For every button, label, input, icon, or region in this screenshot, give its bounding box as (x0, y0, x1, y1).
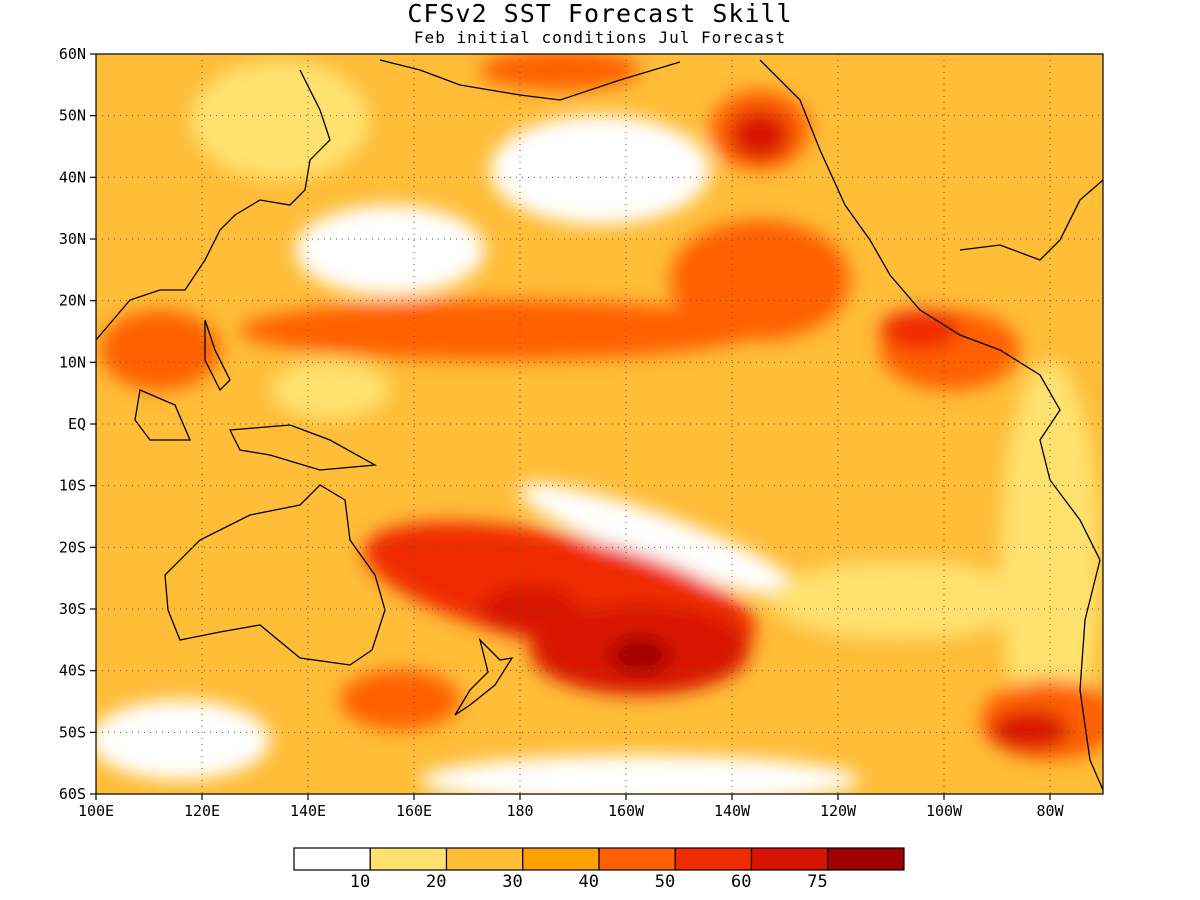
lat-tick-label: 10N (59, 353, 86, 371)
colorbar-swatch (445, 847, 524, 871)
chart-subtitle: Feb initial conditions Jul Forecast (413, 28, 787, 47)
lat-tick-label: 20N (59, 292, 86, 310)
colorbar-label: 40 (579, 872, 599, 892)
lon-tick-label: 160W (608, 802, 645, 820)
lat-tick-label: 30N (59, 230, 86, 248)
colorbar-label: 10 (350, 872, 370, 892)
lon-tick-label: 140W (714, 802, 751, 820)
latitude-axis: 60N 50N 40N 30N 20N 10N EQ 10S 20S 30S 40S 50S 60S (59, 45, 96, 803)
lon-tick-label: 120E (184, 802, 220, 820)
colorbar-swatch (598, 847, 676, 871)
colorbar-swatch (827, 847, 905, 871)
lat-tick-label: 60N (59, 45, 86, 63)
lat-tick-label: 40S (59, 662, 86, 680)
colorbar-label: 50 (655, 872, 675, 892)
colorbar-label: 60 (731, 872, 751, 892)
longitude-axis: 100E 120E 140E 160E 180 160W 140W 120W 100W 80W (78, 794, 1065, 820)
lat-tick-label: 60S (59, 785, 86, 803)
lat-tick-label: 10S (59, 477, 86, 495)
lat-tick-label: 50S (59, 723, 86, 741)
lon-tick-label: 160E (396, 802, 432, 820)
lon-tick-label: 100W (926, 802, 963, 820)
chart-title: CFSv2 SST Forecast Skill (407, 0, 793, 28)
lon-tick-label: 100E (78, 802, 114, 820)
lon-tick-label: 120W (820, 802, 857, 820)
colorbar-swatch (522, 847, 600, 871)
coastlines (95, 59, 1104, 791)
colorbar-swatch (369, 847, 448, 871)
lat-tick-label: 50N (59, 107, 86, 125)
skill-field (96, 54, 1103, 794)
lat-tick-label: 30S (59, 600, 86, 618)
colorbar-swatch (674, 847, 753, 871)
lon-tick-label: 80W (1036, 802, 1064, 820)
colorbar-swatch (750, 847, 829, 871)
colorbar-label: 75 (807, 872, 827, 892)
colorbar-label: 20 (426, 872, 446, 892)
lat-tick-label: EQ (68, 415, 86, 433)
lon-tick-label: 140E (290, 802, 326, 820)
lon-tick-label: 180 (506, 802, 533, 820)
colorbar-swatch (293, 847, 371, 871)
lat-tick-label: 40N (59, 168, 86, 186)
colorbar-label: 30 (502, 872, 522, 892)
colorbar: 10 20 30 40 50 60 75 (293, 847, 905, 892)
lat-tick-label: 20S (59, 538, 86, 556)
